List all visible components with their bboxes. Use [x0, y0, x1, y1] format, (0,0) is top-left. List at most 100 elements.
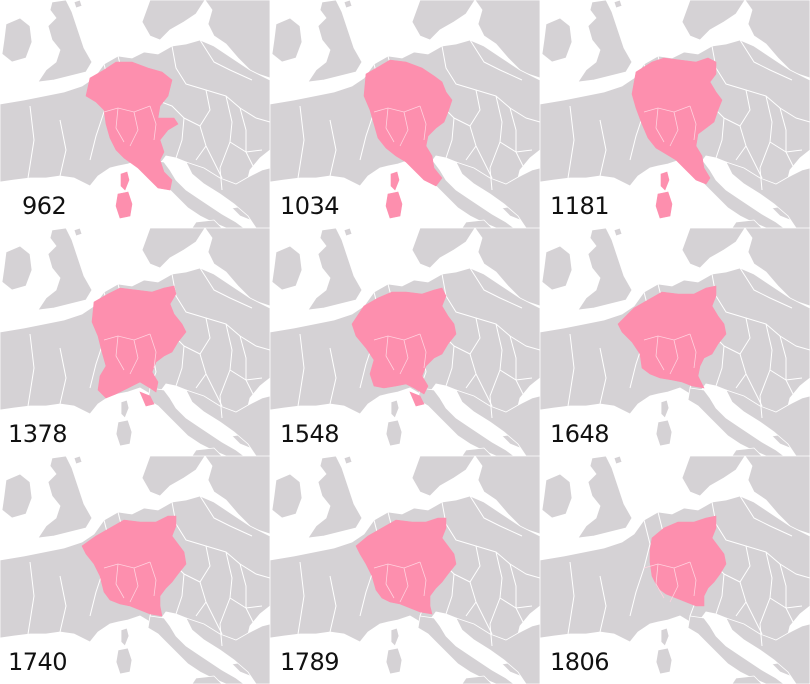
country-border: [195, 317, 211, 389]
sicily-island: [191, 447, 223, 456]
country-border: [509, 563, 517, 608]
empire-extent-region: [660, 171, 670, 191]
country-border: [735, 545, 751, 617]
sicily-island: [731, 219, 763, 228]
country-border: [245, 151, 257, 177]
country-border: [779, 107, 787, 152]
country-border: [509, 335, 517, 380]
country-border: [59, 575, 67, 633]
baltic-north-landmass: [744, 456, 810, 535]
balkan-landmass: [185, 617, 270, 684]
country-border: [205, 373, 223, 407]
country-border: [171, 45, 270, 123]
map-panel-1648: 1648: [540, 228, 810, 456]
norway-landmass: [411, 456, 476, 497]
empire-extent-region: [139, 391, 155, 407]
country-border: [759, 597, 771, 647]
internal-border: [669, 339, 679, 375]
ireland-landmass: [271, 245, 303, 291]
baltic-north-landmass: [474, 228, 540, 307]
country-border: [445, 345, 455, 387]
country-border: [515, 151, 527, 177]
map-panel-1740: 1740: [0, 456, 270, 684]
internal-border: [373, 561, 421, 569]
balkan-landmass: [455, 389, 540, 456]
country-border: [445, 117, 455, 159]
country-border: [445, 573, 455, 615]
country-border: [475, 145, 493, 179]
empire-extent-region: [409, 391, 425, 407]
shetland-islands: [343, 0, 353, 9]
internal-border: [399, 111, 409, 147]
country-border: [175, 573, 185, 615]
internal-border: [385, 563, 395, 599]
internal-border: [419, 333, 427, 369]
sicily-island: [191, 219, 223, 228]
country-border: [465, 317, 481, 389]
country-border: [515, 607, 527, 633]
country-border: [59, 119, 67, 177]
internal-border: [419, 105, 427, 141]
country-border: [219, 141, 231, 191]
sicily-island: [731, 447, 763, 456]
internal-border: [385, 107, 395, 143]
baltic-north-landmass: [204, 456, 270, 535]
internal-border: [129, 567, 139, 603]
internal-border: [655, 563, 665, 599]
country-border: [27, 333, 35, 407]
shetland-islands: [613, 456, 623, 465]
balkan-landmass: [455, 161, 540, 228]
balkan-landmass: [185, 389, 270, 456]
country-border: [297, 333, 305, 407]
country-border: [509, 107, 517, 152]
italian-peninsula: [417, 615, 515, 684]
europe-map: [540, 228, 810, 456]
europe-map: [270, 0, 540, 228]
country-border: [465, 545, 481, 617]
country-border: [329, 347, 337, 405]
norway-landmass: [681, 456, 746, 497]
country-border: [489, 597, 501, 647]
country-border: [171, 501, 270, 579]
country-border: [715, 345, 725, 387]
internal-border: [399, 339, 409, 375]
europe-map: [540, 0, 810, 228]
empire-extent-region: [120, 171, 130, 191]
internal-border: [103, 333, 151, 341]
balkan-landmass: [455, 617, 540, 684]
country-border: [195, 545, 211, 617]
country-border: [297, 105, 305, 179]
internal-border: [103, 105, 151, 113]
norway-landmass: [411, 228, 476, 269]
shetland-islands: [613, 228, 623, 237]
country-border: [739, 267, 793, 309]
country-border: [441, 273, 540, 351]
country-border: [715, 573, 725, 615]
great-britain-landmass: [307, 228, 363, 311]
map-panel-962: 962: [0, 0, 270, 228]
italian-peninsula: [687, 159, 785, 228]
shetland-islands: [73, 456, 83, 465]
corsica-island: [120, 627, 130, 647]
country-border: [219, 597, 231, 647]
country-border: [515, 379, 527, 405]
country-border: [785, 379, 797, 405]
corsica-island: [390, 399, 400, 419]
italian-peninsula: [687, 387, 785, 456]
sardinia-island: [385, 647, 403, 675]
country-border: [567, 105, 575, 179]
country-border: [469, 495, 523, 537]
internal-border: [149, 105, 157, 141]
country-border: [469, 39, 523, 81]
country-border: [739, 495, 793, 537]
internal-border: [419, 561, 427, 597]
internal-border: [129, 339, 139, 375]
norway-landmass: [141, 228, 206, 269]
internal-border: [689, 333, 697, 369]
italian-peninsula: [687, 615, 785, 684]
country-border: [489, 369, 501, 419]
shetland-islands: [73, 228, 83, 237]
norway-landmass: [141, 0, 206, 41]
internal-border: [373, 333, 421, 341]
norway-landmass: [411, 0, 476, 41]
